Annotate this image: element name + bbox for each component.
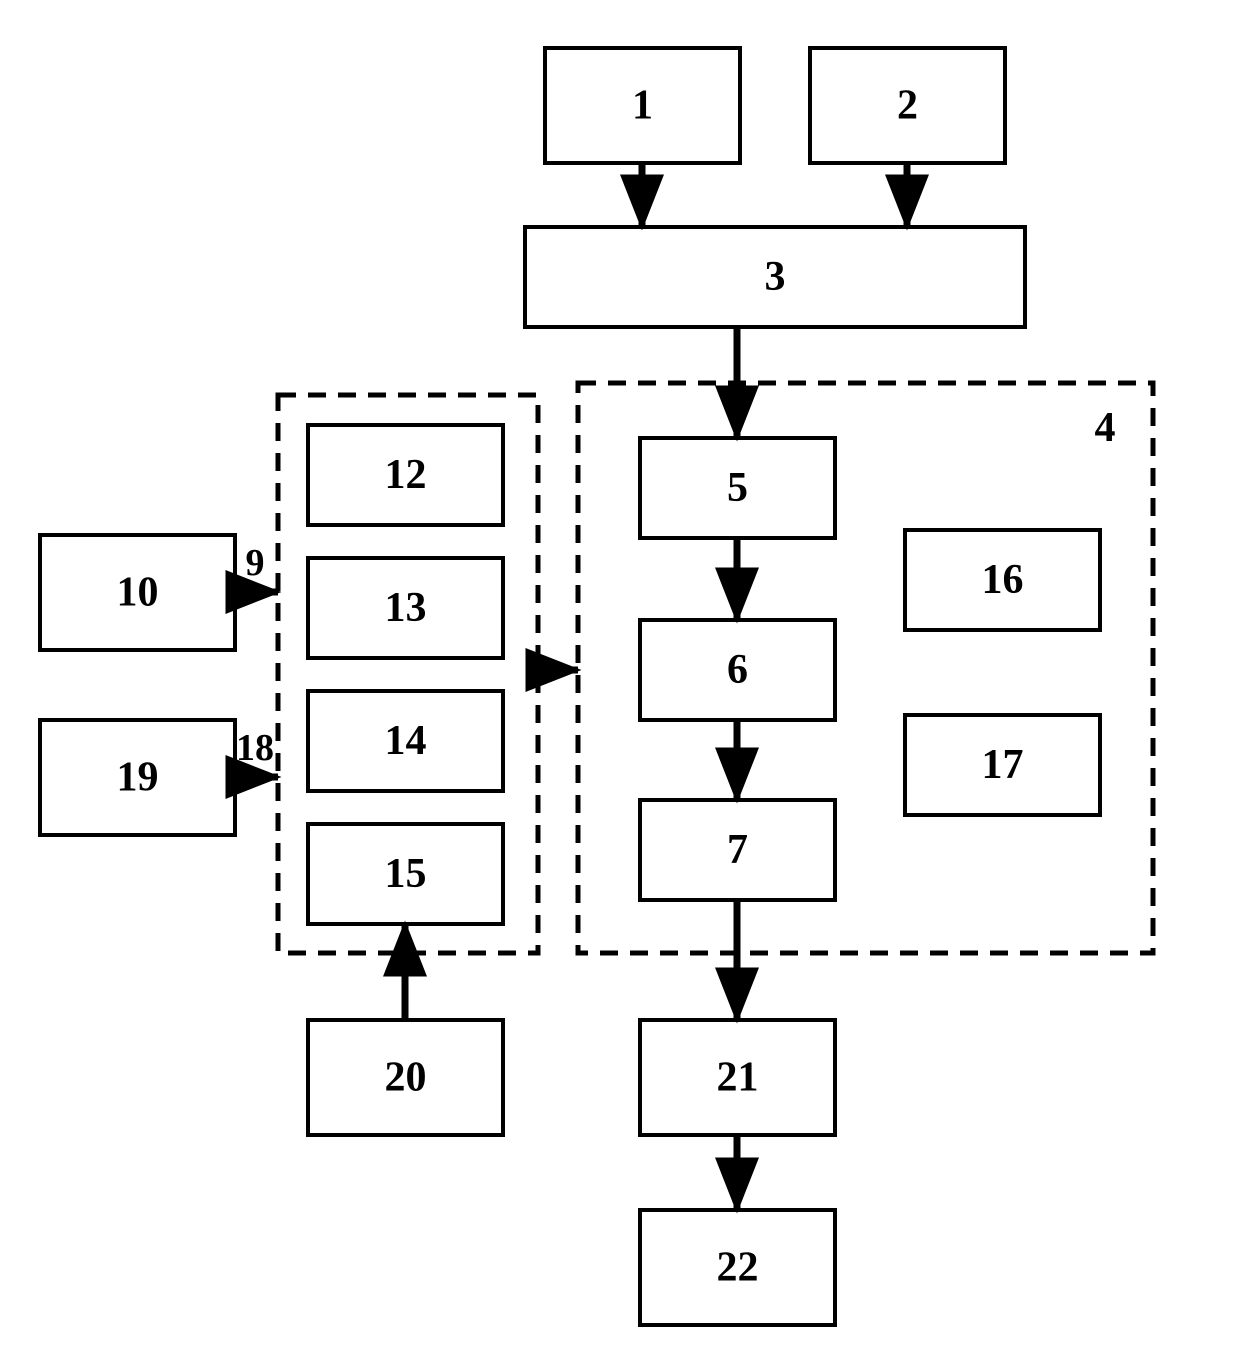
node-label-21: 21	[717, 1055, 759, 1101]
node-label-15: 15	[385, 851, 427, 897]
edge-label-9: 9	[246, 542, 265, 584]
node-label-22: 22	[717, 1245, 759, 1291]
node-label-10: 10	[117, 570, 159, 616]
node-label-20: 20	[385, 1055, 427, 1101]
group-label-g4: 4	[1095, 405, 1116, 451]
node-label-7: 7	[727, 827, 748, 873]
node-label-14: 14	[385, 718, 427, 764]
node-label-2: 2	[897, 83, 918, 129]
node-label-1: 1	[632, 83, 653, 129]
node-label-3: 3	[765, 254, 786, 300]
node-label-12: 12	[385, 452, 427, 498]
node-label-19: 19	[117, 755, 159, 801]
node-label-16: 16	[982, 557, 1024, 603]
node-label-17: 17	[982, 742, 1024, 788]
edge-label-18: 18	[236, 727, 274, 769]
node-label-6: 6	[727, 647, 748, 693]
node-label-5: 5	[727, 465, 748, 511]
node-label-13: 13	[385, 585, 427, 631]
